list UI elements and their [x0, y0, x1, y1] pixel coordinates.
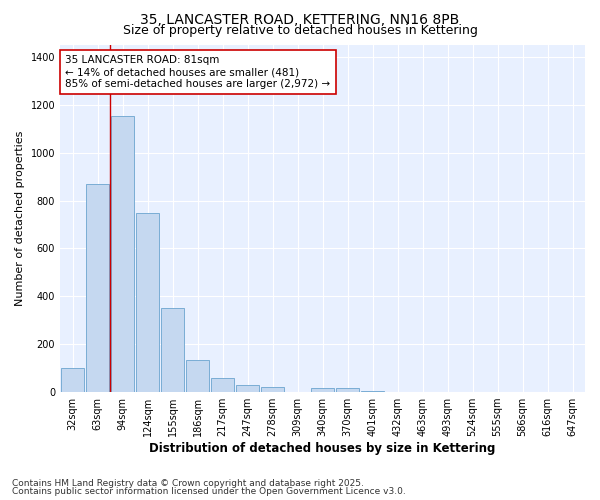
Text: Size of property relative to detached houses in Kettering: Size of property relative to detached ho…: [122, 24, 478, 37]
Bar: [61, 368, 84, 392]
Text: 35, LANCASTER ROAD, KETTERING, NN16 8PB: 35, LANCASTER ROAD, KETTERING, NN16 8PB: [140, 12, 460, 26]
Bar: [311, 388, 334, 392]
Text: 35 LANCASTER ROAD: 81sqm
← 14% of detached houses are smaller (481)
85% of semi-: 35 LANCASTER ROAD: 81sqm ← 14% of detach…: [65, 56, 331, 88]
Bar: [211, 378, 234, 392]
Text: Contains public sector information licensed under the Open Government Licence v3: Contains public sector information licen…: [12, 487, 406, 496]
Text: Contains HM Land Registry data © Crown copyright and database right 2025.: Contains HM Land Registry data © Crown c…: [12, 478, 364, 488]
X-axis label: Distribution of detached houses by size in Kettering: Distribution of detached houses by size …: [149, 442, 496, 455]
Bar: [186, 360, 209, 392]
Bar: [236, 385, 259, 392]
Bar: [111, 116, 134, 392]
Bar: [336, 388, 359, 392]
Bar: [261, 388, 284, 392]
Y-axis label: Number of detached properties: Number of detached properties: [15, 131, 25, 306]
Bar: [161, 308, 184, 392]
Bar: [86, 184, 109, 392]
Bar: [136, 212, 159, 392]
